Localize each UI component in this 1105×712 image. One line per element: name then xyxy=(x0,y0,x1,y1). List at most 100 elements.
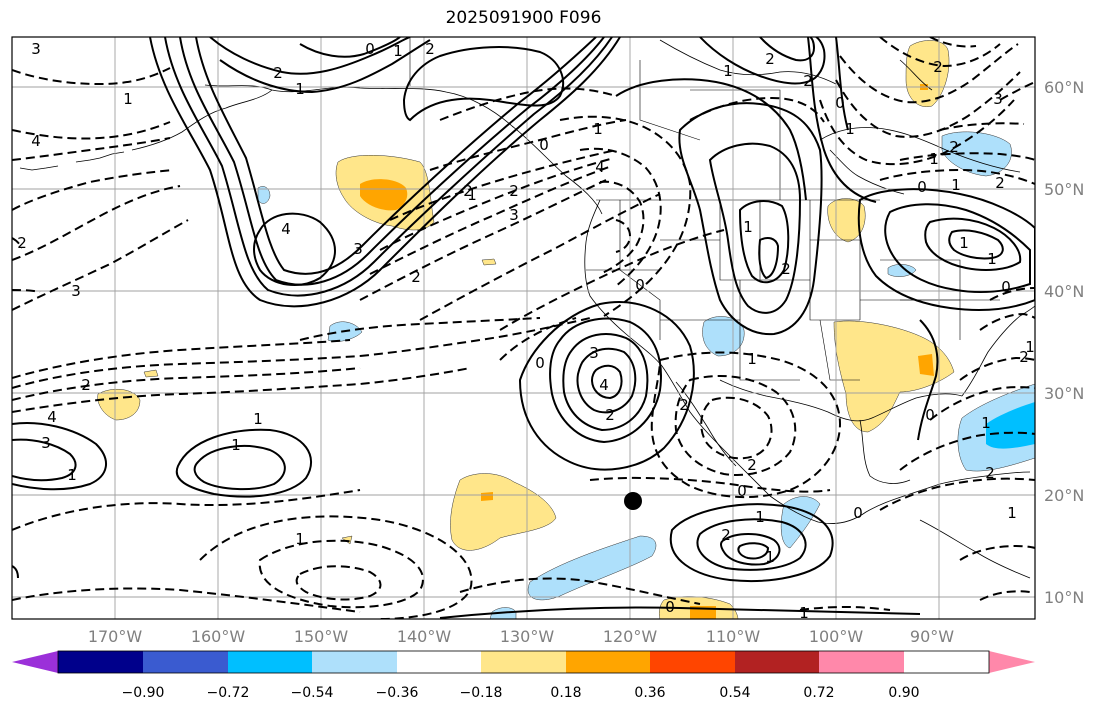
contour-label: 1 xyxy=(295,80,305,98)
contour-label: 1 xyxy=(981,414,991,432)
contour-label: 0 xyxy=(835,94,845,112)
contour-label: 0 xyxy=(737,482,747,500)
colorbar-tick-label: 0.72 xyxy=(803,685,834,701)
colorbar-tick-label: −0.36 xyxy=(376,685,419,701)
figure-title: 2025091900 F096 xyxy=(445,8,602,28)
contour-label: 2 xyxy=(747,456,757,474)
contour-label: 3 xyxy=(353,240,363,258)
colorbar-segment xyxy=(312,651,397,673)
contour-label: 3 xyxy=(41,434,51,452)
contour-label: 4 xyxy=(47,408,57,426)
colorbar-tick-label: −0.18 xyxy=(460,685,503,701)
latitude-label: 30°N xyxy=(1044,384,1084,403)
contour-label: 1 xyxy=(951,176,961,194)
contour-label: 0 xyxy=(635,276,645,294)
colorbar-tick-label: −0.72 xyxy=(207,685,250,701)
colorbar-segment xyxy=(58,651,143,673)
contour-label: 2 xyxy=(81,376,91,394)
contour-labels: 0 1 2 2 4 3 1 3 4 2 2 3 2 4 1 2 0 3 1 1 … xyxy=(17,40,1035,622)
contour-label: 1 xyxy=(295,530,305,548)
contour-label: 3 xyxy=(993,90,1003,108)
contour-label: 4 xyxy=(595,158,605,176)
contour-label: 1 xyxy=(393,42,403,60)
storm-position-marker xyxy=(624,492,642,510)
latitude-label: 60°N xyxy=(1044,78,1084,97)
contour-label: 2 xyxy=(679,396,689,414)
latitude-label: 50°N xyxy=(1044,180,1084,199)
contour-label: 3 xyxy=(31,40,41,58)
contour-label: 2 xyxy=(273,64,283,82)
contour-label: 0 xyxy=(365,40,375,58)
contour-label: 1 xyxy=(593,120,603,138)
contour-label: 3 xyxy=(71,282,81,300)
negative-contours xyxy=(12,37,1035,619)
contour-label: 3 xyxy=(589,344,599,362)
latitude-label: 20°N xyxy=(1044,486,1084,505)
map-frame xyxy=(11,36,1036,620)
contour-label: 1 xyxy=(929,150,939,168)
positive-contours xyxy=(12,37,1035,619)
contour-label: 1 xyxy=(765,548,775,566)
longitude-label: 100°W xyxy=(809,627,864,646)
colorbar-segment xyxy=(566,651,650,673)
colorbar-segment xyxy=(228,651,312,673)
longitude-label: 160°W xyxy=(191,627,246,646)
contour-label: 2 xyxy=(425,40,435,58)
contour-label: 1 xyxy=(231,436,241,454)
colorbar-tick-label: −0.90 xyxy=(122,685,165,701)
latitude-label: 10°N xyxy=(1044,588,1084,607)
contour-label: 2 xyxy=(605,406,615,424)
contour-label: 1 xyxy=(845,120,855,138)
longitude-label: 150°W xyxy=(294,627,349,646)
contour-label: 2 xyxy=(949,138,959,156)
colorbar-tick-label: 0.18 xyxy=(550,685,581,701)
contour-label: 1 xyxy=(743,218,753,236)
contour-label: 2 xyxy=(803,72,813,90)
contour-label: 0 xyxy=(665,598,675,616)
latitude-axis: 60°N 50°N 40°N 30°N 20°N 10°N xyxy=(1044,78,1084,607)
contour-label: 2 xyxy=(765,50,775,68)
colorbar-tick-label: 0.36 xyxy=(634,685,665,701)
longitude-label: 130°W xyxy=(500,627,555,646)
contour-label: 4 xyxy=(31,132,41,150)
longitude-label: 90°W xyxy=(910,627,954,646)
colorbar-segment xyxy=(143,651,228,673)
colorbar-segment xyxy=(819,651,904,673)
contour-label: 1 xyxy=(67,466,77,484)
colorbar-segment xyxy=(650,651,735,673)
colorbar-extend-max xyxy=(989,651,1035,673)
colorbar: −0.90 −0.72 −0.54 −0.36 −0.18 0.18 0.36 … xyxy=(12,650,1035,701)
contour-label: 0 xyxy=(1001,278,1011,296)
contour-label: 1 xyxy=(799,604,809,622)
contour-label: 2 xyxy=(933,58,943,76)
colorbar-segment xyxy=(735,651,819,673)
contour-label: 2 xyxy=(995,174,1005,192)
colorbar-tick-label: 0.90 xyxy=(888,685,919,701)
contour-label: 2 xyxy=(411,268,421,286)
contour-label: 1 xyxy=(467,186,477,204)
longitude-label: 170°W xyxy=(88,627,143,646)
contour-label: 0 xyxy=(539,136,549,154)
contour-label: 0 xyxy=(925,406,935,424)
contour-label: 1 xyxy=(755,508,765,526)
contour-label: 1 xyxy=(1025,338,1035,356)
latitude-label: 40°N xyxy=(1044,282,1084,301)
colorbar-ticks: −0.90 −0.72 −0.54 −0.36 −0.18 0.18 0.36 … xyxy=(122,685,920,701)
longitude-label: 110°W xyxy=(706,627,761,646)
contour-label: 4 xyxy=(281,220,291,238)
contour-label: 2 xyxy=(721,526,731,544)
coastlines xyxy=(19,39,1035,579)
colorbar-extend-min xyxy=(12,651,58,673)
contour-label: 2 xyxy=(985,464,995,482)
contour-label: 1 xyxy=(1007,504,1017,522)
contour-label: 1 xyxy=(959,234,969,252)
contour-label: 1 xyxy=(253,410,263,428)
contour-label: 4 xyxy=(599,376,609,394)
colorbar-tick-label: −0.54 xyxy=(291,685,334,701)
contour-label: 2 xyxy=(1019,348,1029,366)
contour-label: 0 xyxy=(853,504,863,522)
graticule xyxy=(12,37,1035,619)
colorbar-segment xyxy=(481,651,566,673)
longitude-axis: 170°W 160°W 150°W 140°W 130°W 120°W 110°… xyxy=(88,627,954,646)
contour-label: 0 xyxy=(917,178,927,196)
